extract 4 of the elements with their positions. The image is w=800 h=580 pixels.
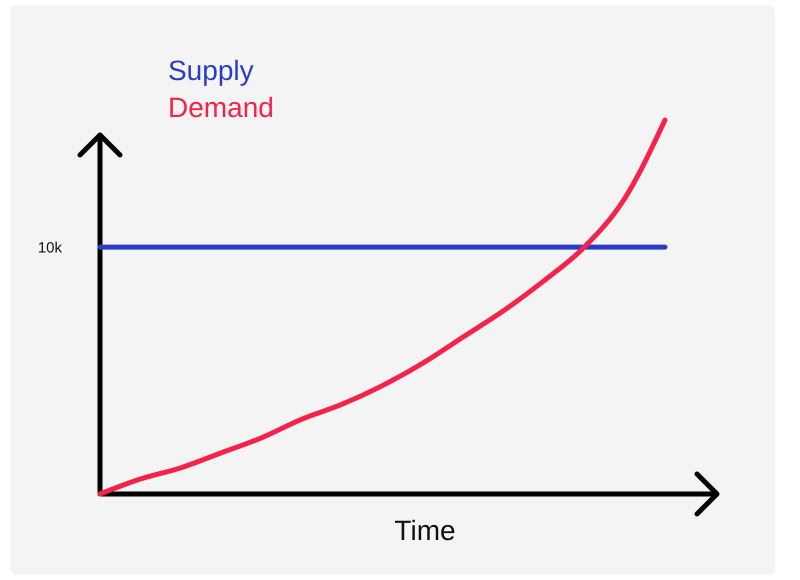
x-axis-title: Time: [394, 515, 456, 546]
text: Demand: [168, 92, 274, 123]
text: 10k: [38, 239, 62, 256]
text: Supply: [168, 55, 254, 86]
